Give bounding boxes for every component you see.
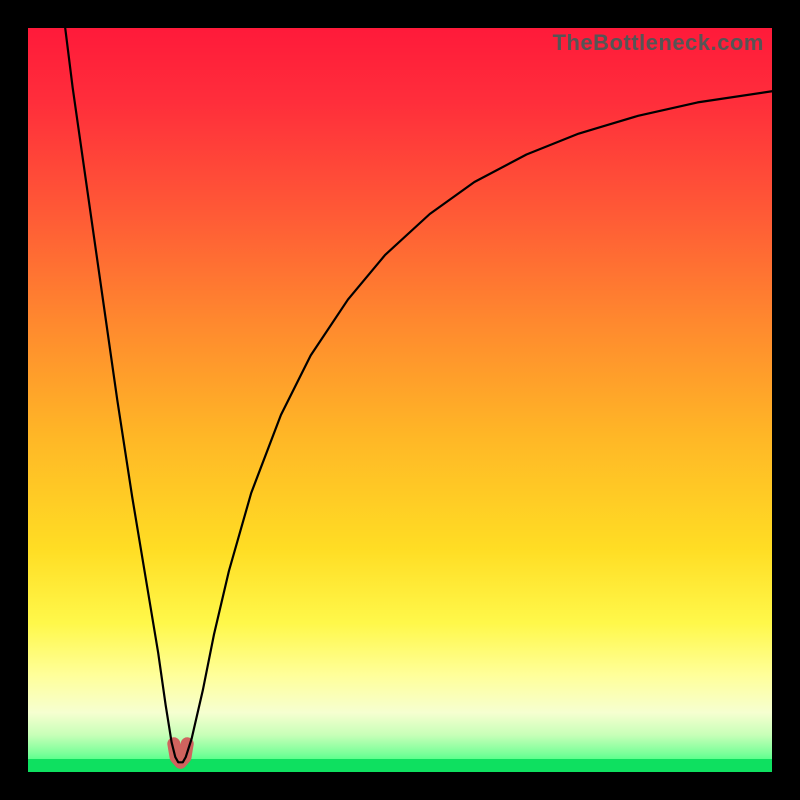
watermark-text: TheBottleneck.com [553,30,764,56]
bottleneck-curve [65,28,772,762]
plot-area [28,28,772,772]
chart-frame: TheBottleneck.com [0,0,800,800]
curve-layer [28,28,772,772]
